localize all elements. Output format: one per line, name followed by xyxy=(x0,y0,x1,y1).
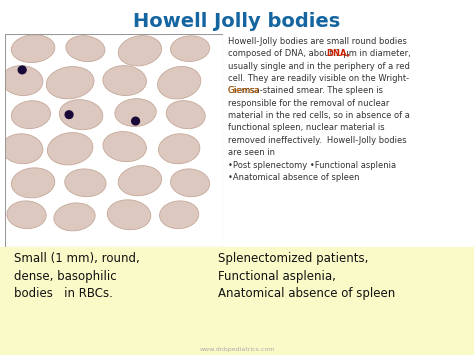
Circle shape xyxy=(18,66,26,74)
Ellipse shape xyxy=(118,36,162,66)
Ellipse shape xyxy=(157,66,201,99)
Text: Howell Jolly bodies: Howell Jolly bodies xyxy=(133,12,341,32)
Text: Small (1 mm), round,
dense, basophilic
bodies   in RBCs.: Small (1 mm), round, dense, basophilic b… xyxy=(14,252,140,300)
Ellipse shape xyxy=(166,100,205,129)
Ellipse shape xyxy=(7,201,46,229)
Ellipse shape xyxy=(66,36,105,61)
Circle shape xyxy=(132,117,139,125)
Ellipse shape xyxy=(160,201,199,229)
Ellipse shape xyxy=(11,101,50,129)
Ellipse shape xyxy=(103,66,146,95)
Text: Giemsa: Giemsa xyxy=(228,86,259,95)
Ellipse shape xyxy=(1,66,43,95)
Ellipse shape xyxy=(103,132,146,162)
Ellipse shape xyxy=(65,169,106,197)
Ellipse shape xyxy=(118,166,162,196)
Ellipse shape xyxy=(47,132,93,165)
Text: Splenectomized patients,
Functional asplenia,
Anatomical absence of spleen: Splenectomized patients, Functional aspl… xyxy=(218,252,395,300)
Ellipse shape xyxy=(11,35,55,62)
Ellipse shape xyxy=(11,168,55,198)
Ellipse shape xyxy=(1,134,43,164)
Ellipse shape xyxy=(158,134,200,164)
Circle shape xyxy=(65,111,73,119)
Ellipse shape xyxy=(171,169,210,197)
Ellipse shape xyxy=(54,203,95,231)
Text: www.dnbpediatrics.com: www.dnbpediatrics.com xyxy=(199,347,275,352)
Text: Howell-Jolly bodies are small round bodies
composed of DNA, about 1 μm in diamet: Howell-Jolly bodies are small round bodi… xyxy=(228,37,410,182)
Ellipse shape xyxy=(171,36,210,61)
Ellipse shape xyxy=(59,100,103,130)
Ellipse shape xyxy=(46,67,94,99)
Ellipse shape xyxy=(107,200,151,230)
Text: DNA,: DNA, xyxy=(326,49,350,58)
Ellipse shape xyxy=(115,99,156,126)
